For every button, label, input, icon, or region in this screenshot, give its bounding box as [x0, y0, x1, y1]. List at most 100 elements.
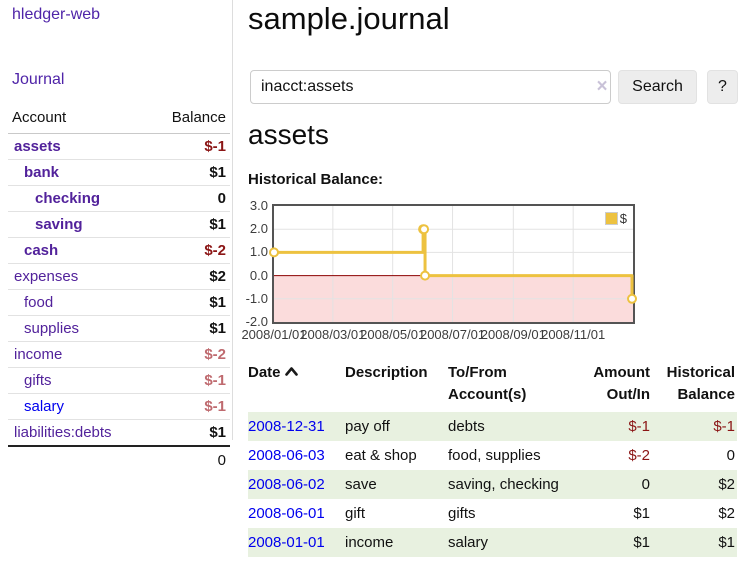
clear-search-icon[interactable]: × — [596, 76, 608, 97]
y-axis-tick-label: 0.0 — [249, 267, 268, 283]
account-link-assets[interactable]: assets — [14, 138, 61, 155]
col-tofrom-accounts: To/From Account(s) — [448, 364, 527, 403]
y-axis-tick-label: -2.0 — [245, 314, 268, 329]
col-description: Description — [345, 364, 428, 381]
account-balance: $-1 — [148, 367, 230, 394]
transaction-date-link[interactable]: 2008-06-03 — [248, 447, 325, 464]
chart-title: Historical Balance: — [248, 171, 384, 188]
transaction-amount: 0 — [641, 476, 650, 493]
transaction-balance: $-1 — [713, 418, 735, 435]
account-balance: $2 — [148, 263, 230, 290]
legend-label: $ — [619, 211, 627, 226]
account-link-expenses[interactable]: expenses — [14, 268, 79, 285]
register-row[interactable]: 2008-01-01 income salary $1 $1 — [248, 528, 737, 557]
transaction-date-link[interactable]: 2008-12-31 — [248, 418, 325, 435]
help-button[interactable]: ? — [707, 70, 738, 104]
transaction-date-link[interactable]: 2008-01-01 — [248, 534, 325, 551]
transaction-amount: $-2 — [628, 447, 650, 464]
transaction-description: eat & shop — [345, 447, 417, 464]
transaction-date-link[interactable]: 2008-06-02 — [248, 476, 325, 493]
accounts-col-account: Account — [8, 104, 149, 134]
sort-asc-icon — [284, 362, 298, 384]
account-link-salary[interactable]: salary — [24, 398, 65, 415]
register-row[interactable]: 2008-12-31 pay off debts $-1 $-1 — [248, 412, 737, 441]
account-row: expenses $2 — [8, 263, 230, 290]
transaction-amount: $1 — [633, 505, 650, 522]
chart-legend: $ — [602, 210, 629, 227]
account-row: supplies $1 — [8, 315, 230, 342]
account-link-bank[interactable]: bank — [24, 164, 60, 181]
transaction-accounts: salary — [448, 534, 489, 551]
account-balance: $1 — [148, 211, 230, 238]
register-row[interactable]: 2008-06-03 eat & shop food, supplies $-2… — [248, 441, 737, 470]
account-link-saving[interactable]: saving — [35, 216, 83, 233]
account-link-liabilities-debts[interactable]: liabilities:debts — [14, 424, 112, 441]
transaction-balance: $2 — [718, 476, 735, 493]
account-link-gifts[interactable]: gifts — [24, 372, 52, 389]
transaction-balance: 0 — [726, 447, 735, 464]
register-header-row: Date Description To/From Account(s) Amou… — [248, 360, 737, 412]
transaction-description: income — [345, 534, 394, 551]
account-balance: $-1 — [148, 393, 230, 420]
account-row: saving $1 — [8, 211, 230, 238]
register-table: Date Description To/From Account(s) Amou… — [248, 360, 737, 557]
x-axis-tick-label: 2008/07/01 — [419, 327, 486, 342]
transaction-amount: $1 — [633, 534, 650, 551]
account-row: gifts $-1 — [8, 367, 230, 394]
account-row: liabilities:debts $1 — [8, 419, 230, 446]
col-date[interactable]: Date — [248, 360, 345, 412]
x-axis-tick-label: 2008/09/01 — [480, 327, 546, 342]
account-row: assets $-1 — [8, 133, 230, 160]
col-amount-outin: Amount Out/In — [593, 364, 650, 403]
x-axis-tick-label: 2008/11/01 — [541, 327, 606, 342]
transaction-amount: $-1 — [628, 418, 650, 435]
register-row[interactable]: 2008-06-01 gift gifts $1 $2 — [248, 499, 737, 528]
register-row[interactable]: 2008-06-02 save saving, checking 0 $2 — [248, 470, 737, 499]
account-balance: $1 — [148, 159, 230, 186]
transaction-balance: $2 — [718, 505, 735, 522]
accounts-total-row: 0 — [8, 445, 230, 473]
y-axis-tick-label: 1.0 — [249, 244, 268, 260]
transaction-accounts: saving, checking — [448, 476, 559, 493]
transaction-accounts: debts — [448, 418, 485, 435]
transaction-date-link[interactable]: 2008-06-01 — [248, 505, 325, 522]
account-link-supplies[interactable]: supplies — [24, 320, 80, 337]
account-link-checking[interactable]: checking — [35, 190, 101, 207]
app-brand-link[interactable]: hledger-web — [12, 6, 101, 23]
search-button[interactable]: Search — [618, 70, 697, 104]
account-balance: $-2 — [148, 237, 230, 264]
x-axis-tick-label: 2008/05/01 — [360, 327, 426, 342]
page-title: sample.journal — [248, 1, 450, 36]
transaction-description: save — [345, 476, 377, 493]
account-heading: assets — [248, 119, 329, 150]
account-row: checking 0 — [8, 185, 230, 212]
account-balance: $1 — [148, 419, 230, 446]
account-row: bank $1 — [8, 159, 230, 186]
legend-swatch-icon — [604, 212, 618, 225]
account-balance: $-2 — [148, 341, 230, 368]
transaction-accounts: food, supplies — [448, 447, 541, 464]
account-balance: 0 — [148, 185, 230, 212]
transaction-description: pay off — [345, 418, 390, 435]
y-axis-tick-label: 2.0 — [249, 221, 268, 237]
accounts-sidebar: Account Balance assets $-1 bank $1 check… — [8, 104, 230, 473]
account-link-food[interactable]: food — [24, 294, 54, 311]
sidebar-divider — [232, 0, 233, 440]
account-balance: $1 — [148, 315, 230, 342]
search-input[interactable] — [250, 70, 611, 104]
x-axis-tick-label: 2008/03/01 — [300, 327, 366, 342]
account-row: food $1 — [8, 289, 230, 316]
accounts-header-row: Account Balance — [8, 104, 230, 134]
transaction-description: gift — [345, 505, 366, 522]
account-link-income[interactable]: income — [14, 346, 63, 363]
account-link-cash[interactable]: cash — [24, 242, 59, 259]
sidebar-item-journal[interactable]: Journal — [12, 71, 65, 88]
y-axis-tick-label: 3.0 — [249, 198, 268, 213]
accounts-total-value: 0 — [148, 445, 230, 473]
y-axis-tick-label: -1.0 — [245, 290, 268, 306]
transaction-accounts: gifts — [448, 505, 476, 522]
account-row: salary $-1 — [8, 393, 230, 420]
account-row: income $-2 — [8, 341, 230, 368]
balance-chart[interactable]: $ — [269, 204, 638, 324]
accounts-col-balance: Balance — [148, 104, 230, 134]
